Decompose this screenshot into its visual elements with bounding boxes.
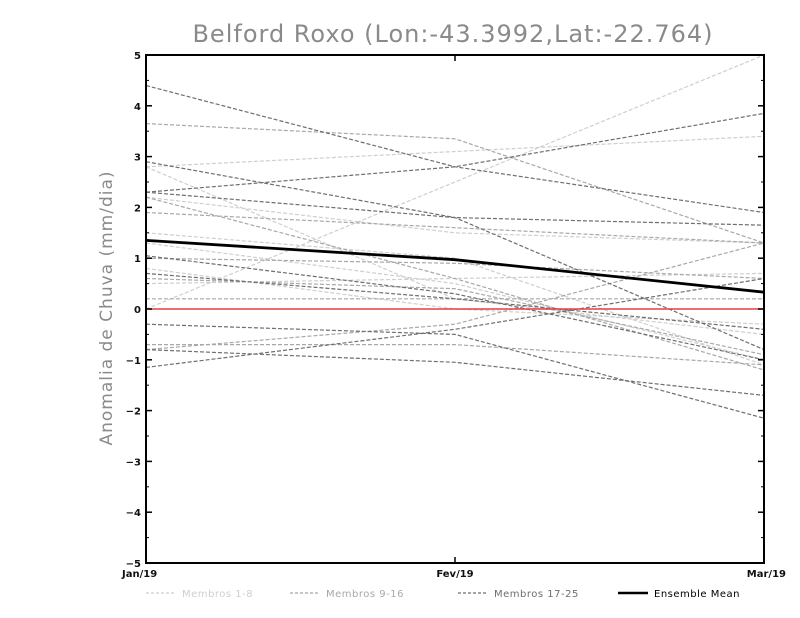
member-series-line [145, 135, 765, 168]
y-axis-label: Anomalia de Chuva (mm/dia) [97, 170, 117, 445]
legend-label: Membros 17-25 [494, 589, 579, 600]
member-series-line [145, 242, 765, 351]
member-series-line [145, 349, 765, 396]
y-tick-label: 4 [134, 102, 141, 113]
member-series-line [145, 277, 765, 356]
member-series-line [145, 112, 765, 193]
member-series-line [145, 272, 765, 330]
member-series-line [145, 257, 765, 280]
legend-label: Ensemble Mean [654, 589, 740, 600]
y-tick-label: −4 [126, 508, 141, 519]
member-series-line [145, 255, 765, 361]
member-series-line [145, 323, 765, 419]
chart-title: Belford Roxo (Lon:-43.3992,Lat:-22.764) [192, 20, 713, 48]
legend: Membros 1-8 Membros 9-16 Membros 17-25 Ense… [146, 589, 740, 600]
y-tick-label: 1 [134, 254, 141, 265]
y-axis-ticks: −5 −4 −3 −2 −1 0 1 2 3 4 5 [126, 51, 764, 570]
legend-label: Membros 1-8 [182, 589, 253, 600]
member-series-line [145, 161, 765, 351]
member-series-line [145, 196, 765, 371]
y-tick-label: 2 [134, 203, 141, 214]
member-series-line [145, 277, 765, 368]
y-tick-label: −5 [126, 559, 141, 570]
plot-lines [145, 54, 765, 419]
y-tick-label: 3 [134, 153, 141, 164]
plot-frame [145, 54, 765, 564]
x-axis-ticks: Jan/19 Fev/19 Mar/19 [121, 55, 786, 580]
member-series-line [145, 211, 765, 244]
y-tick-label: 5 [134, 51, 141, 62]
member-series-line [145, 267, 765, 325]
member-series-line [145, 196, 765, 244]
member-series-line [145, 54, 765, 310]
x-tick-label: Jan/19 [121, 569, 157, 580]
member-series-line [145, 232, 765, 366]
member-series-line [145, 242, 765, 361]
ensemble-mean-line [145, 239, 765, 294]
member-series-line [145, 191, 765, 226]
x-tick-label: Mar/19 [747, 569, 786, 580]
y-tick-label: −3 [126, 457, 141, 468]
x-tick-label: Fev/19 [436, 569, 473, 580]
y-tick-label: −2 [126, 407, 141, 418]
y-tick-label: 0 [134, 305, 141, 316]
member-series-line [145, 84, 765, 214]
y-tick-label: −1 [126, 356, 141, 367]
member-series-line [146, 344, 765, 366]
member-series-line [145, 123, 765, 244]
legend-label: Membros 9-16 [326, 589, 404, 600]
